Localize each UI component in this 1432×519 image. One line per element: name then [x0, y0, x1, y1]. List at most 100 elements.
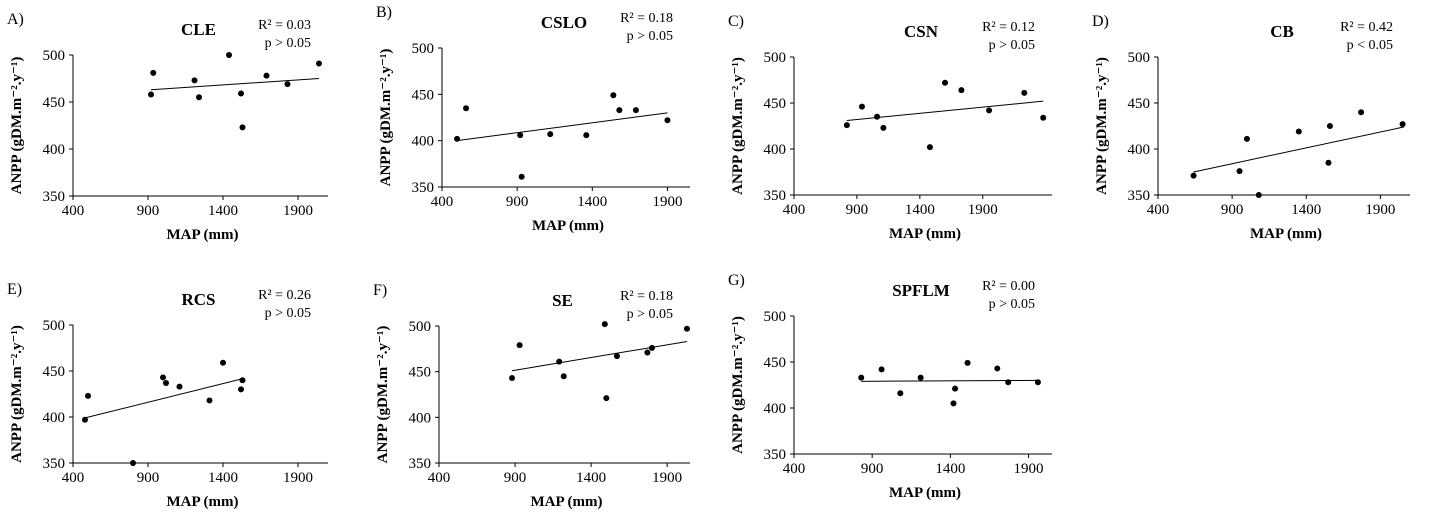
x-tick-label: 1400: [577, 194, 607, 210]
data-point: [994, 365, 1001, 372]
x-tick-label: 900: [506, 194, 529, 210]
panel-label: E): [7, 281, 22, 298]
data-point: [1243, 135, 1250, 142]
data-point: [858, 103, 865, 110]
data-point: [1040, 114, 1047, 121]
data-point: [917, 374, 924, 381]
data-point: [952, 385, 959, 392]
x-tick-label: 900: [137, 203, 160, 219]
data-point: [1399, 121, 1406, 128]
data-point: [683, 325, 690, 332]
data-point: [85, 392, 91, 399]
data-point: [206, 397, 213, 404]
y-tick-label: 500: [43, 318, 66, 334]
y-tick-label: 500: [1128, 50, 1151, 66]
x-tick-label: 400: [428, 470, 451, 486]
y-tick-label: 500: [43, 48, 66, 64]
data-point: [191, 77, 198, 84]
y-tick-label: 500: [764, 50, 787, 66]
y-tick-label: 350: [764, 447, 787, 463]
data-point: [878, 366, 885, 373]
data-point: [880, 124, 887, 131]
x-tick-label: 1900: [283, 203, 313, 219]
chart-title: CSLO: [541, 13, 587, 32]
data-point: [897, 390, 904, 397]
data-point: [556, 358, 563, 365]
data-point: [1326, 123, 1333, 129]
data-point: [664, 117, 671, 124]
y-tick-label: 500: [764, 309, 787, 325]
x-tick-label: 1900: [652, 194, 682, 210]
data-point: [509, 375, 516, 382]
data-point: [583, 132, 590, 139]
x-tick-label: 1400: [1291, 202, 1321, 218]
panel-label: F): [373, 282, 387, 299]
data-point: [160, 374, 166, 381]
x-axis-title: MAP (mm): [532, 218, 604, 234]
y-tick-label: 350: [764, 188, 787, 204]
data-point: [82, 416, 88, 423]
data-point: [644, 349, 651, 356]
y-tick-label: 350: [409, 456, 432, 472]
trend-line: [456, 112, 668, 142]
data-point: [148, 91, 154, 98]
x-axis-title: MAP (mm): [889, 485, 961, 501]
y-tick-label: 500: [409, 319, 432, 335]
p-value-label: p > 0.05: [989, 38, 1035, 53]
data-point: [1295, 128, 1302, 135]
y-tick-label: 450: [409, 365, 432, 381]
data-point: [150, 69, 157, 76]
data-point: [284, 81, 291, 88]
y-tick-label: 400: [43, 142, 66, 158]
p-value-label: p > 0.05: [989, 297, 1035, 312]
x-axis-title: MAP (mm): [1250, 226, 1322, 242]
data-point: [874, 113, 881, 120]
y-tick-label: 400: [409, 410, 432, 426]
y-axis-title: ANPP (gDM.m⁻².y⁻¹): [730, 57, 746, 195]
x-tick-label: 400: [62, 203, 85, 219]
x-tick-label: 900: [861, 461, 884, 477]
chart-title: RCS: [181, 290, 215, 309]
data-point: [263, 72, 270, 79]
y-axis-title: ANPP (gDM.m⁻².y⁻¹): [9, 57, 25, 195]
p-value-label: p > 0.05: [627, 29, 673, 44]
x-tick-label: 900: [846, 202, 869, 218]
data-point: [616, 107, 623, 114]
x-tick-label: 1400: [905, 202, 935, 218]
panel-label: A): [7, 11, 24, 28]
y-axis-title: ANPP (gDM.m⁻².y⁻¹): [9, 325, 25, 463]
y-tick-label: 450: [764, 355, 787, 371]
y-axis-title: ANPP (gDM.m⁻².y⁻¹): [378, 49, 394, 187]
p-value-label: p > 0.05: [627, 307, 673, 322]
p-value-label: p > 0.05: [265, 306, 311, 321]
data-point: [858, 374, 865, 381]
y-axis-title: ANPP (gDM.m⁻².y⁻¹): [1094, 57, 1110, 195]
x-tick-label: 400: [431, 194, 454, 210]
x-tick-label: 1400: [208, 470, 238, 486]
data-point: [176, 383, 183, 390]
data-point: [130, 460, 136, 466]
p-value-label: p < 0.05: [1347, 38, 1393, 53]
data-point: [163, 379, 169, 386]
chart-title: SE: [552, 291, 573, 310]
x-tick-label: 400: [783, 202, 806, 218]
x-tick-label: 400: [1147, 202, 1170, 218]
x-tick-label: 400: [62, 470, 85, 486]
x-tick-label: 1900: [652, 470, 682, 486]
data-point: [517, 132, 524, 139]
chart-title: CB: [1270, 22, 1294, 41]
data-point: [613, 353, 620, 360]
panel-label: D): [1092, 13, 1109, 30]
y-axis-title: ANPP (gDM.m⁻².y⁻¹): [375, 326, 391, 464]
data-point: [239, 377, 246, 384]
x-axis-title: MAP (mm): [530, 494, 602, 510]
data-point: [196, 94, 202, 101]
trend-line: [1193, 126, 1405, 173]
y-tick-label: 450: [1128, 96, 1151, 112]
data-point: [1190, 172, 1197, 179]
data-point: [958, 87, 965, 94]
